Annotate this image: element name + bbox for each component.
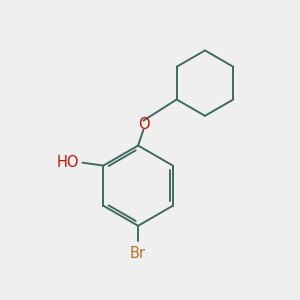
Text: HO: HO — [56, 154, 79, 169]
Text: O: O — [138, 117, 149, 132]
Text: Br: Br — [130, 246, 146, 261]
